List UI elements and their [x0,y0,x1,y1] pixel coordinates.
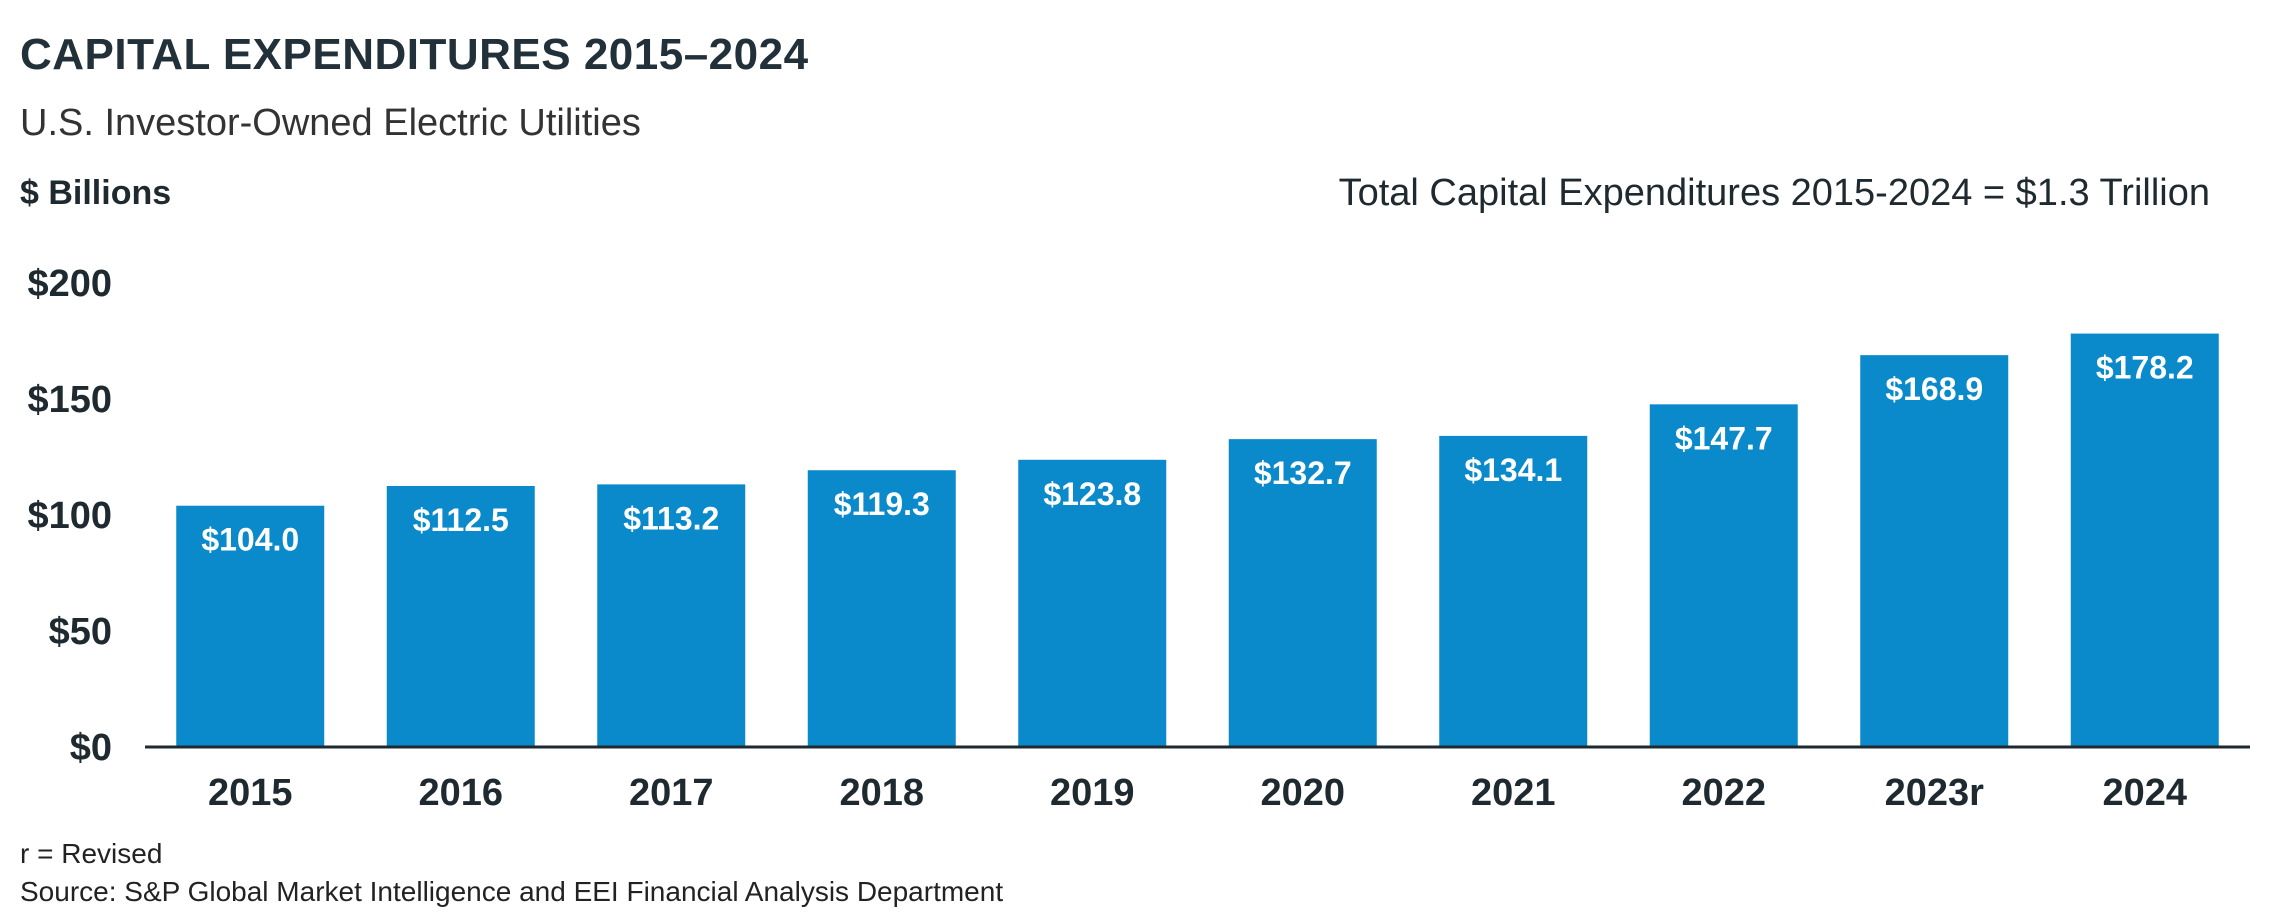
x-tick-label: 2019 [1050,772,1135,814]
bar-2019 [1018,459,1167,747]
x-tick-label: 2022 [1681,772,1766,814]
y-tick-label: $0 [70,727,112,769]
total-note: Total Capital Expenditures 2015-2024 = $… [1338,172,2210,214]
y-tick-label: $50 [49,611,112,653]
y-tick-label: $100 [27,495,112,537]
bar-chart: $0 $50 $100 $150 $200 $104.0 $112.5 $113.2 $119… [27,263,2250,814]
bar-2022 [1649,404,1798,747]
data-label: $178.2 [2096,350,2194,386]
y-axis: $0 $50 $100 $150 $200 [27,263,112,769]
chart-subtitle: U.S. Investor-Owned Electric Utilities [20,102,641,144]
data-label: $113.2 [623,500,719,536]
bar-2023r [1860,355,2009,747]
data-label: $168.9 [1885,371,1983,407]
data-label: $112.5 [413,502,509,538]
x-tick-label: 2016 [418,772,503,814]
data-label: $132.7 [1254,455,1352,491]
footnote: r = Revised [20,838,163,869]
data-label: $147.7 [1675,420,1773,456]
x-axis: 2015 2016 2017 2018 2019 2020 2021 2022 2023r 202… [145,745,2250,814]
source-note: Source: S&P Global Market Intelligence a… [20,876,1004,907]
bar-2021 [1439,435,1588,747]
x-tick-label: 2024 [2102,772,2187,814]
y-tick-label: $200 [27,263,112,305]
x-tick-label: 2023r [1885,772,1985,814]
x-tick-label: 2015 [208,772,293,814]
bar-2020 [1228,439,1377,747]
data-label: $134.1 [1464,452,1562,488]
x-tick-label: 2021 [1471,772,1556,814]
x-tick-label: 2018 [839,772,924,814]
bar-2015 [176,505,325,747]
data-label: $123.8 [1043,476,1141,512]
x-tick-label: 2017 [629,772,714,814]
data-label: $104.0 [201,522,299,558]
bar-2016 [386,486,535,747]
x-tick-label: 2020 [1260,772,1345,814]
bar-2018 [807,470,956,747]
bar-2024 [2070,333,2219,747]
unit-label: $ Billions [20,174,172,212]
y-tick-label: $150 [27,379,112,421]
bars [176,333,2219,747]
chart-title: CAPITAL EXPENDITURES 2015–2024 [20,30,809,79]
data-labels: $104.0 $112.5 $113.2 $119.3 $123.8 $132.7 $134… [201,350,2193,558]
data-label: $119.3 [834,486,930,522]
bar-2017 [597,484,746,747]
